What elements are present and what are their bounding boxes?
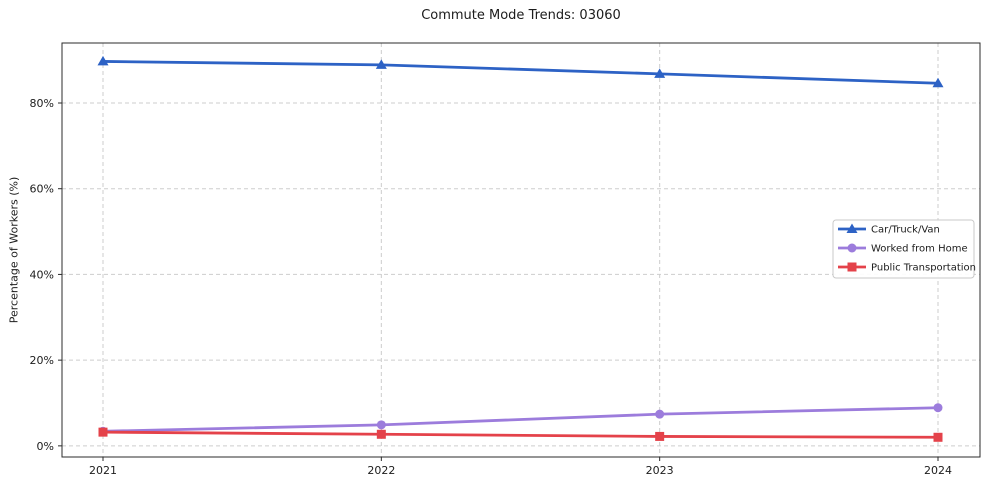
x-tick-label: 2023 bbox=[646, 464, 674, 477]
legend-entry-public-transportation: Public Transportation bbox=[838, 262, 976, 274]
data-point-marker bbox=[655, 431, 665, 441]
legend-marker bbox=[847, 262, 857, 272]
data-point-marker bbox=[932, 77, 944, 88]
data-point-marker bbox=[655, 409, 665, 419]
y-tick-label: 40% bbox=[30, 268, 54, 281]
x-tick-label: 2024 bbox=[924, 464, 952, 477]
data-point-marker bbox=[933, 403, 943, 413]
chart-title: Commute Mode Trends: 03060 bbox=[421, 8, 621, 23]
x-tick-label: 2022 bbox=[367, 464, 395, 477]
legend-label: Car/Truck/Van bbox=[871, 225, 940, 236]
legend-label: Worked from Home bbox=[871, 244, 968, 255]
plot-border bbox=[61, 42, 981, 458]
x-tick-label: 2021 bbox=[89, 464, 117, 477]
legend-entry-car-truck-van: Car/Truck/Van bbox=[838, 223, 940, 236]
data-point-marker bbox=[376, 420, 386, 430]
series-line bbox=[102, 430, 939, 439]
data-point-marker bbox=[654, 68, 666, 78]
y-tick-label: 20% bbox=[30, 354, 54, 367]
legend-entry-worked-from-home: Worked from Home bbox=[838, 243, 968, 255]
data-point-marker bbox=[376, 429, 386, 439]
series-line bbox=[102, 60, 939, 85]
y-tick-label: 80% bbox=[30, 97, 54, 110]
series-public-transportation bbox=[98, 427, 943, 442]
y-tick-label: 0% bbox=[37, 440, 54, 453]
data-point-marker bbox=[98, 427, 108, 437]
legend-box bbox=[832, 219, 975, 279]
data-point-marker bbox=[97, 55, 109, 66]
legend-marker bbox=[847, 243, 857, 253]
series-worked-from-home bbox=[98, 403, 943, 436]
series-car-truck-van bbox=[97, 55, 944, 88]
legend-label: Public Transportation bbox=[871, 263, 976, 274]
data-point-marker bbox=[933, 432, 943, 442]
y-tick-label: 60% bbox=[30, 183, 54, 196]
legend-marker bbox=[846, 223, 858, 233]
series-line bbox=[102, 406, 939, 433]
legend: Car/Truck/Van Worked from Home Public Tran… bbox=[832, 219, 976, 279]
data-point-marker bbox=[375, 59, 387, 69]
